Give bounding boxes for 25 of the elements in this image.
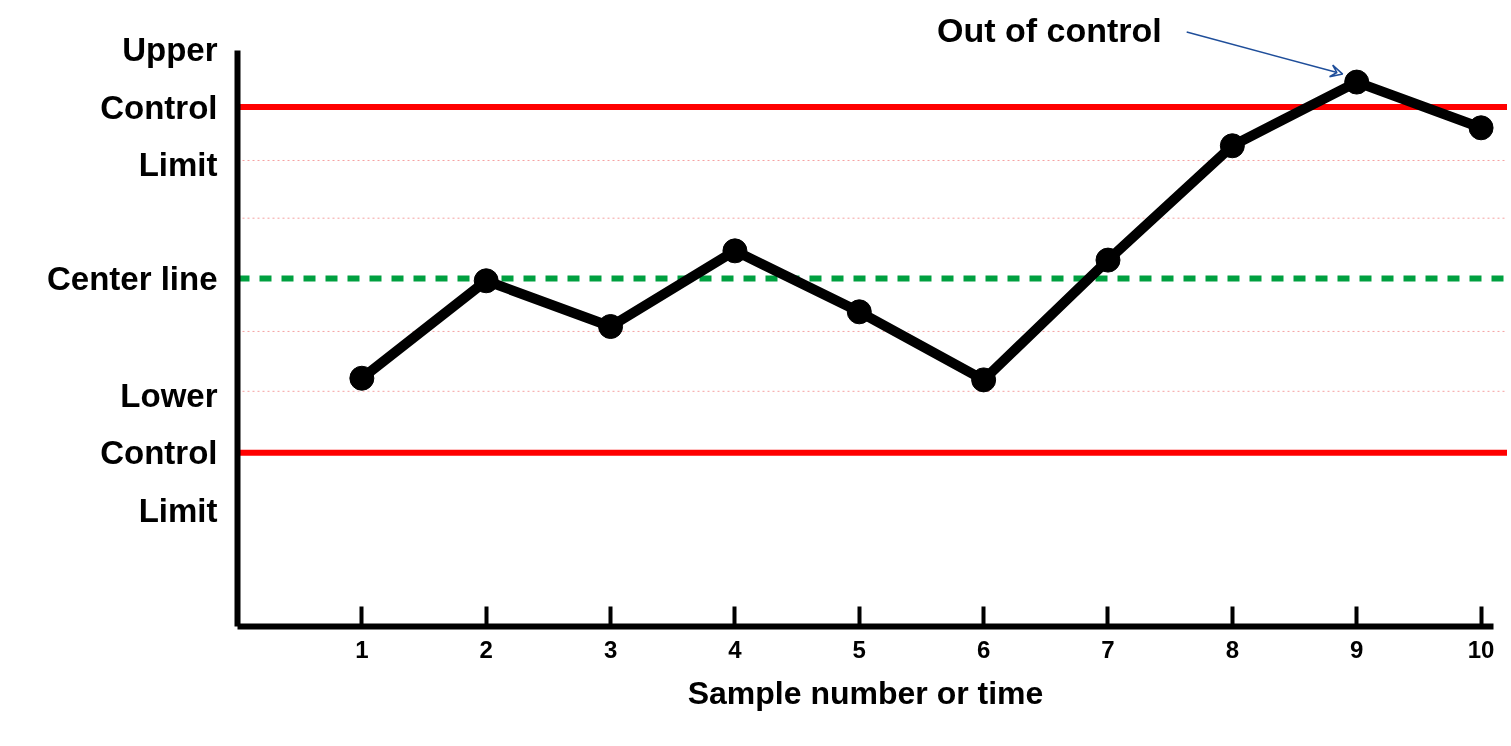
point xyxy=(1468,115,1494,141)
text: Out of control xyxy=(936,11,1162,50)
x-tick-label: 1 xyxy=(355,635,369,663)
point xyxy=(349,365,375,391)
x-tick-label: 3 xyxy=(603,635,618,663)
x-tick-label: 7 xyxy=(1101,635,1115,663)
x-tick-label: 4 xyxy=(728,635,743,663)
ref-line-label: Center line xyxy=(46,260,218,298)
point xyxy=(473,268,499,294)
x-tick-label: 9 xyxy=(1350,635,1364,663)
point xyxy=(1095,247,1121,273)
ref-line-label: Upper Control Limit xyxy=(100,31,218,183)
ref-line-label: Lower Control Limit xyxy=(100,376,218,529)
x-tick-label: 5 xyxy=(852,635,866,663)
x-tick-label: 2 xyxy=(479,635,493,663)
x-axis-title: Sample number or time xyxy=(687,674,1044,711)
point xyxy=(722,238,748,264)
x-tick-label: 10 xyxy=(1467,635,1495,663)
point xyxy=(971,367,997,393)
x-tick-label: 6 xyxy=(976,635,991,663)
point xyxy=(846,299,872,325)
x-tick-label: 8 xyxy=(1225,635,1240,663)
point xyxy=(598,314,624,339)
point xyxy=(1344,69,1370,95)
point xyxy=(1219,133,1245,159)
